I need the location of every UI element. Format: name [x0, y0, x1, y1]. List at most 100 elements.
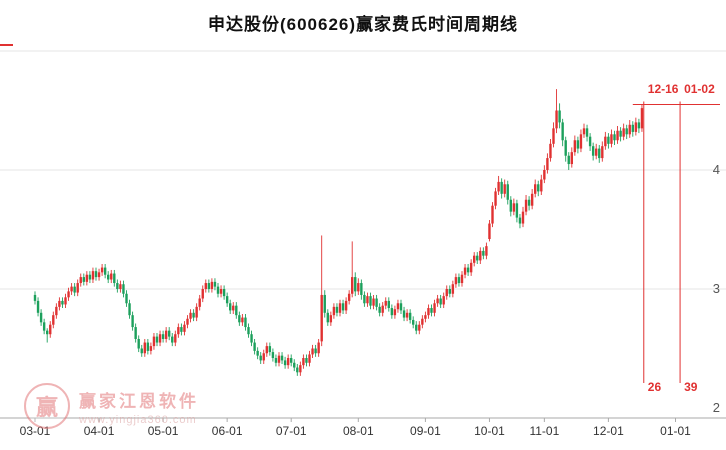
candle-body — [302, 358, 305, 366]
y-tick-label: 4 — [713, 162, 720, 177]
candle-body — [375, 298, 378, 307]
candle-body — [463, 267, 467, 275]
candle-body — [366, 296, 369, 304]
candle-body — [259, 355, 262, 361]
candle-body — [283, 360, 287, 366]
candle-body — [180, 327, 183, 332]
candle-body — [113, 273, 116, 284]
candle-body — [457, 277, 461, 284]
candle-body — [558, 110, 561, 123]
candle-body — [235, 305, 238, 316]
candle-body — [579, 134, 583, 149]
candle-body — [393, 309, 397, 316]
candle-body — [396, 303, 400, 310]
candle-body — [631, 124, 634, 132]
candle-body — [622, 128, 625, 137]
candle-body — [427, 308, 430, 316]
x-tick-label: 01-01 — [660, 424, 691, 438]
candle-body — [186, 318, 189, 325]
candle-body — [433, 303, 436, 313]
candle-body — [588, 136, 592, 147]
candle-body — [85, 274, 89, 282]
candle-body — [491, 205, 494, 224]
candle-body — [146, 342, 150, 351]
candle-body — [125, 293, 128, 304]
candle-body — [326, 312, 329, 323]
candle-body — [262, 353, 265, 361]
candle-body — [70, 286, 73, 292]
candle-body — [418, 324, 421, 331]
candle-body — [253, 342, 256, 351]
candle-body — [402, 310, 406, 318]
candle-body — [555, 110, 558, 129]
candle-body — [384, 300, 387, 306]
y-tick-label: 3 — [713, 281, 720, 296]
candle-body — [67, 291, 70, 298]
candle-body — [424, 315, 427, 319]
candle-body — [97, 272, 101, 278]
candle-body — [128, 303, 131, 316]
candle-body — [500, 181, 503, 194]
candle-body — [204, 283, 207, 289]
candle-body — [61, 300, 64, 305]
candle-body — [436, 298, 439, 304]
candle-body — [116, 283, 119, 289]
candle-body — [564, 140, 567, 156]
candle-body — [76, 283, 79, 293]
candle-body — [497, 181, 500, 192]
candle-body — [274, 358, 278, 363]
candle-body — [225, 296, 229, 304]
x-tick-label: 07-01 — [276, 424, 307, 438]
candle-body — [616, 130, 619, 141]
candle-body — [454, 277, 458, 285]
candle-body — [320, 294, 323, 342]
candle-body — [357, 283, 360, 292]
candle-body — [503, 184, 506, 194]
candle-body — [293, 362, 296, 368]
candle-body — [469, 262, 473, 273]
candle-body — [265, 346, 268, 354]
candle-body — [100, 267, 104, 273]
candle-body — [439, 298, 442, 305]
candle-body — [573, 140, 577, 153]
candle-body — [537, 184, 540, 192]
candle-body — [494, 191, 497, 206]
candle-body — [613, 134, 616, 141]
candle-body — [482, 250, 485, 256]
candle-body — [543, 170, 546, 180]
candle-body — [271, 352, 275, 359]
candle-body — [134, 327, 137, 339]
candle-body — [476, 255, 479, 261]
cycle-date-label: 01-02 — [684, 82, 715, 96]
candle-body — [637, 122, 641, 129]
candle-body — [238, 315, 241, 323]
x-tick-label: 08-01 — [343, 424, 374, 438]
candle-body — [451, 284, 455, 294]
candle-body — [360, 283, 363, 295]
candle-body — [317, 342, 320, 354]
candle-body — [540, 179, 543, 192]
candle-body — [607, 136, 610, 144]
candle-body — [610, 134, 613, 144]
candle-body — [296, 367, 299, 373]
candle-body — [347, 293, 351, 301]
candle-body — [351, 277, 354, 294]
candle-body — [256, 350, 259, 356]
candle-body — [567, 155, 570, 165]
candle-body — [183, 324, 186, 332]
candle-body — [570, 152, 573, 165]
x-tick-label: 12-01 — [593, 424, 624, 438]
candle-body — [412, 319, 415, 325]
candle-body — [512, 203, 516, 212]
candle-body — [598, 148, 601, 159]
candle-body — [158, 334, 162, 343]
candle-body — [137, 338, 140, 349]
candle-body — [311, 348, 314, 355]
candle-body — [640, 108, 644, 129]
x-tick-label: 03-01 — [20, 424, 51, 438]
candle-body — [58, 300, 61, 307]
candle-body — [314, 348, 317, 354]
candle-body — [277, 355, 281, 363]
candle-body — [177, 327, 180, 335]
